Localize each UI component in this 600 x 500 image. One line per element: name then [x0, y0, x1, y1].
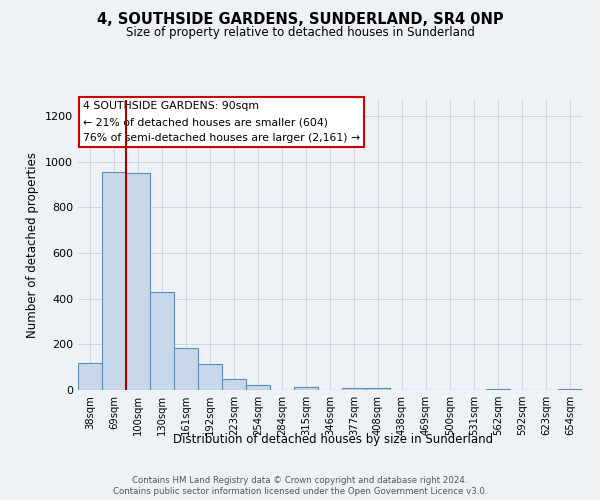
Bar [294, 386, 318, 390]
Text: Contains HM Land Registry data © Crown copyright and database right 2024.: Contains HM Land Registry data © Crown c… [132, 476, 468, 485]
Text: 4 SOUTHSIDE GARDENS: 90sqm
← 21% of detached houses are smaller (604)
76% of sem: 4 SOUTHSIDE GARDENS: 90sqm ← 21% of deta… [83, 102, 360, 142]
Bar [102, 172, 126, 390]
Bar [222, 379, 246, 390]
Bar [342, 388, 366, 390]
Text: Size of property relative to detached houses in Sunderland: Size of property relative to detached ho… [125, 26, 475, 39]
Bar [486, 389, 510, 390]
Y-axis label: Number of detached properties: Number of detached properties [26, 152, 40, 338]
Bar [366, 388, 390, 390]
Bar [150, 292, 174, 390]
Bar [246, 385, 270, 390]
Bar [198, 364, 222, 390]
Text: Distribution of detached houses by size in Sunderland: Distribution of detached houses by size … [173, 432, 493, 446]
Text: 4, SOUTHSIDE GARDENS, SUNDERLAND, SR4 0NP: 4, SOUTHSIDE GARDENS, SUNDERLAND, SR4 0N… [97, 12, 503, 28]
Bar [126, 173, 150, 390]
Bar [174, 348, 198, 390]
Bar [78, 362, 102, 390]
Text: Contains public sector information licensed under the Open Government Licence v3: Contains public sector information licen… [113, 487, 487, 496]
